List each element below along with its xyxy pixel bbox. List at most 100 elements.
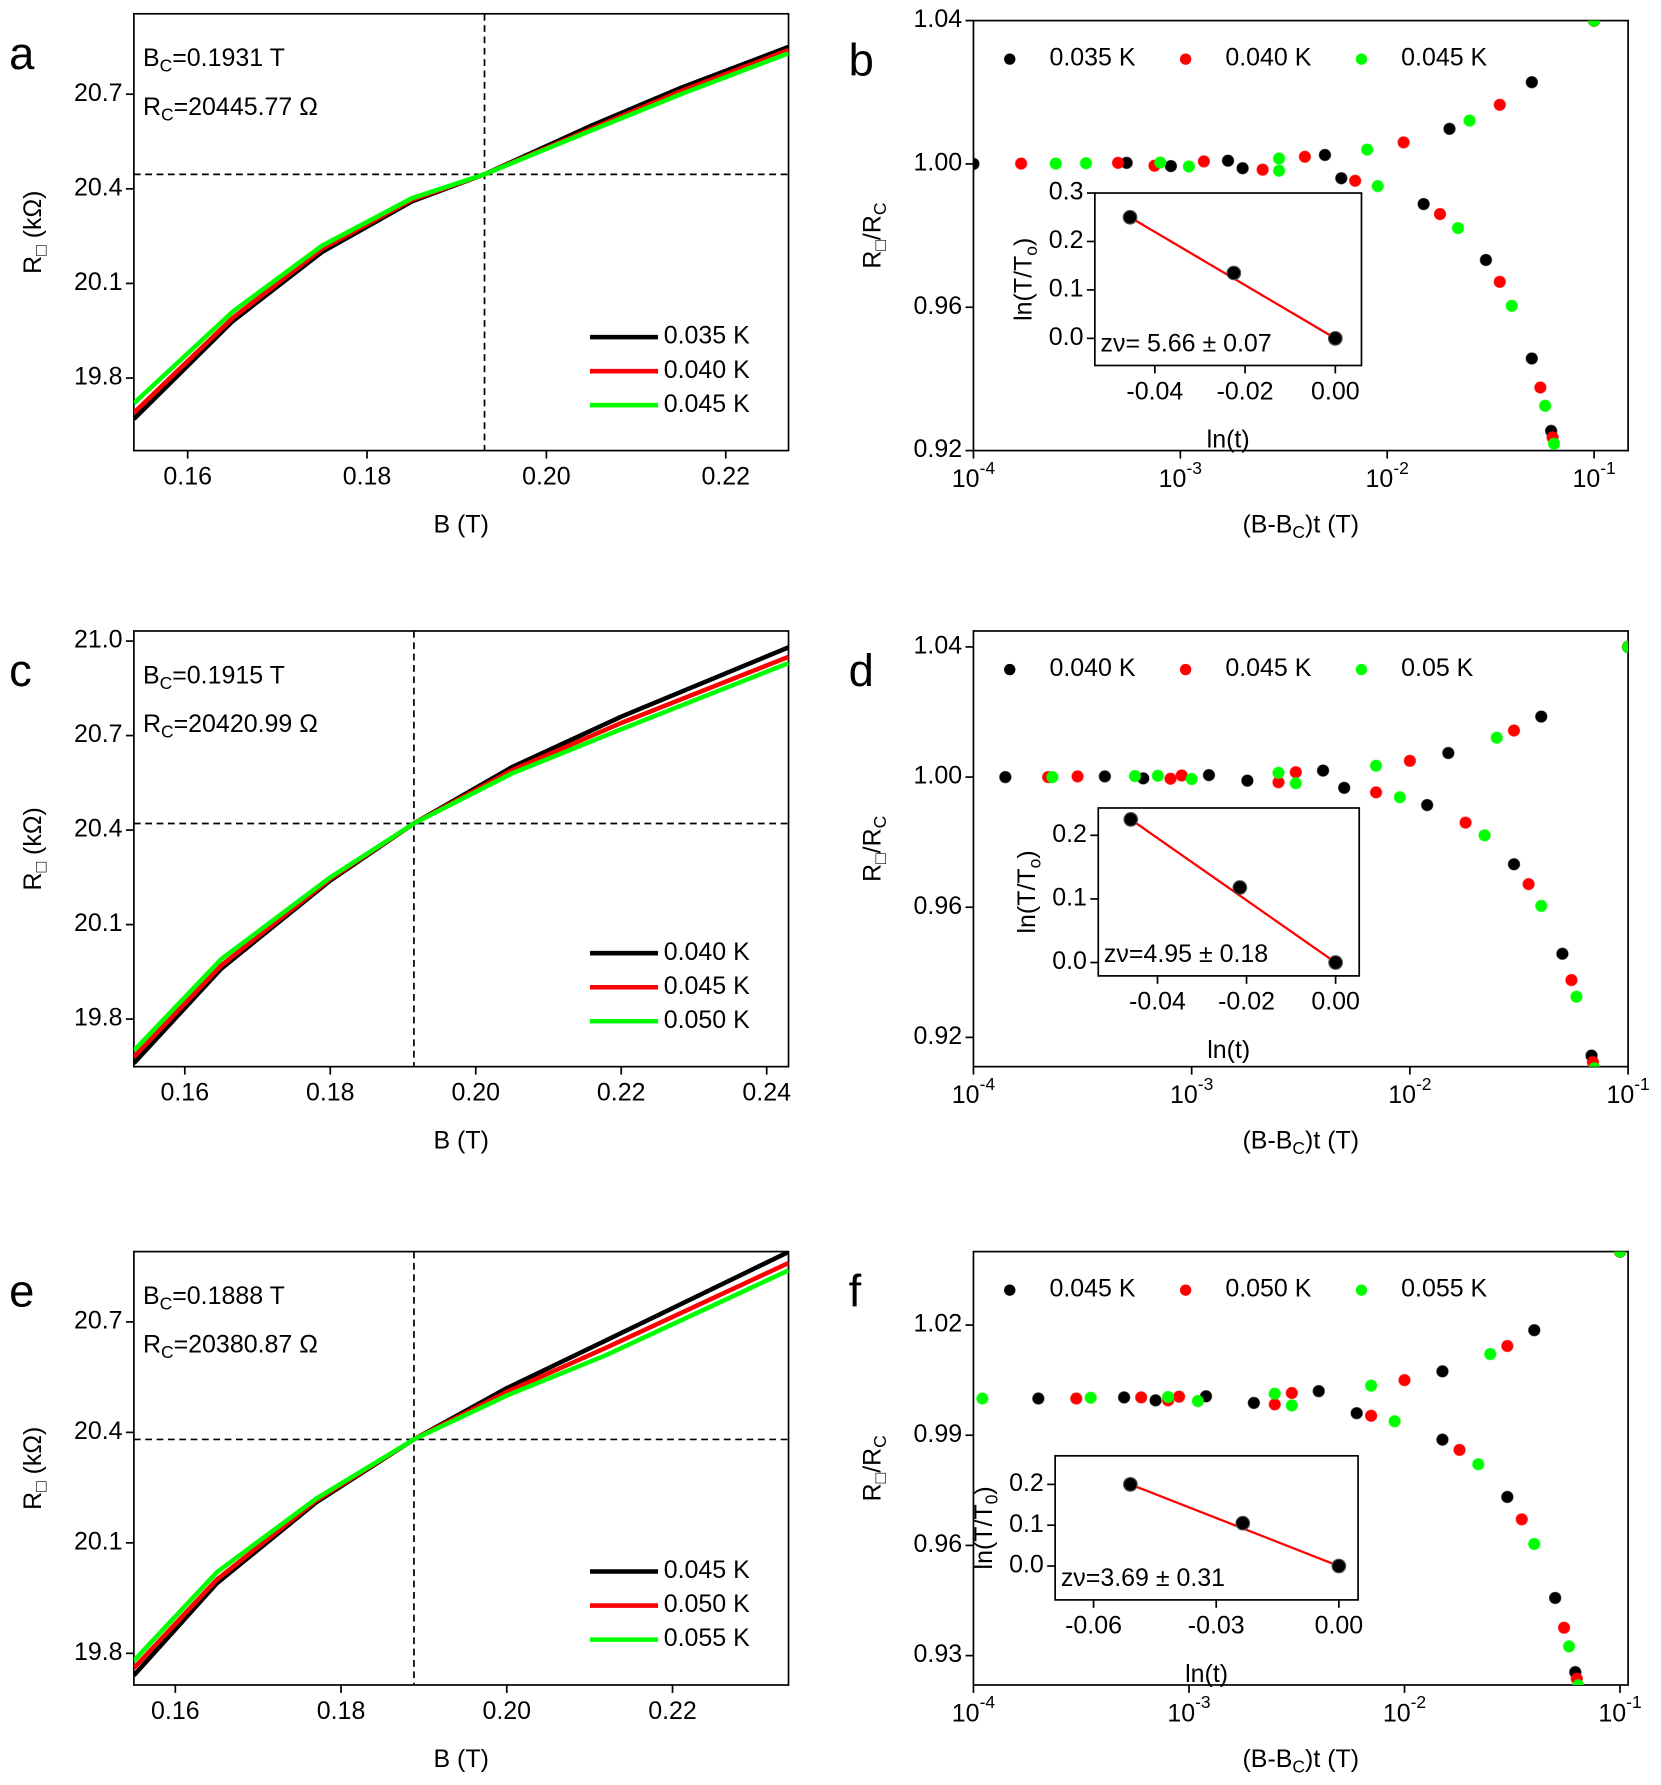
data-point (1221, 154, 1235, 167)
data-point (1236, 161, 1249, 175)
legend-label: 0.040 K (1225, 44, 1311, 72)
x-tick-label: 0.18 (317, 1697, 366, 1725)
y-tick-label: 19.8 (74, 1004, 123, 1032)
data-point (1172, 1390, 1186, 1403)
y-axis-label-part: C (870, 1435, 890, 1448)
inset-point (1122, 209, 1138, 225)
legend-marker (1004, 663, 1016, 676)
x-axis-label: ln(t) (1185, 1659, 1228, 1687)
data-point (1149, 1394, 1162, 1407)
y-tick-label: 20.7 (74, 79, 123, 107)
x-axis-label-part: ln(t) (1207, 1035, 1250, 1063)
y-tick-label: 21.0 (74, 626, 123, 654)
y-axis-label-part: R (858, 251, 886, 269)
plot-content (133, 1251, 789, 1685)
legend-label: 0.035 K (1049, 44, 1135, 72)
data-point (1453, 1443, 1466, 1457)
x-tick-label-part: 10 (1167, 1699, 1195, 1727)
x-tick-label: 10-1 (1598, 1692, 1641, 1727)
x-axis-label-part: (B-B (1242, 510, 1292, 538)
x-tick-label: 10-4 (952, 1074, 996, 1109)
y-axis-label-part: R (19, 1492, 47, 1510)
y-axis-label-part: (kΩ) (19, 191, 47, 246)
plot-content (133, 13, 789, 451)
data-point (1442, 746, 1455, 760)
y-axis-label-part: □ (870, 1472, 890, 1483)
legend-label: 0.045 K (664, 390, 750, 418)
x-tick-label-part: -3 (1195, 1692, 1211, 1712)
data-point (1556, 947, 1569, 960)
x-tick-label: 0.20 (522, 462, 571, 490)
y-axis-label-part: □ (30, 861, 50, 872)
annotation-part: R (143, 1330, 161, 1358)
data-point (1079, 156, 1093, 170)
data-point (1547, 437, 1561, 451)
data-point (1164, 159, 1178, 173)
y-axis-label-part: (kΩ) (19, 807, 47, 862)
y-tick-label: 19.8 (74, 1638, 123, 1666)
x-tick-label: -0.02 (1218, 988, 1275, 1016)
plot-area (1054, 1454, 1359, 1601)
data-point (1369, 786, 1383, 799)
x-axis-label: (B-BC)t (T) (1242, 1126, 1359, 1158)
data-point (1570, 990, 1583, 1003)
data-point (1369, 759, 1383, 772)
legend-label: 0.055 K (664, 1624, 750, 1652)
panel-label: a (9, 28, 35, 79)
y-axis-label: R□/RC (858, 816, 890, 882)
panel-label: b (849, 35, 874, 86)
annotation-part: =0.1915 T (172, 661, 285, 689)
data-point (1134, 1391, 1148, 1404)
y-axis-label-part: R (858, 1483, 886, 1501)
y-axis-label-part: ) (1013, 850, 1041, 858)
data-point (1128, 769, 1142, 783)
x-tick-label-part: -4 (980, 1074, 996, 1094)
data-point (976, 1392, 989, 1405)
legend-label: 0.045 K (1401, 44, 1487, 72)
y-axis-label-part: /R (858, 828, 886, 853)
annotation: BC=0.1888 T (143, 1282, 285, 1314)
y-tick-label: 0.96 (914, 292, 963, 320)
y-axis-label-part: □ (870, 853, 890, 864)
y-axis-label-part: R (19, 872, 47, 890)
legend-label: 0.055 K (1401, 1275, 1487, 1303)
data-point (1417, 197, 1430, 211)
x-tick-label-part: 10 (1159, 465, 1187, 493)
y-tick-label: 20.4 (74, 173, 123, 201)
y-axis-label-part: /R (858, 1448, 886, 1473)
data-point (1587, 20, 1601, 27)
annotation: BC=0.1931 T (143, 44, 285, 76)
y-axis-label-part: C (870, 202, 890, 215)
x-tick-label: 0.16 (163, 462, 212, 490)
y-axis-label-part: (kΩ) (19, 1427, 47, 1482)
x-tick-label: 0.22 (648, 1697, 697, 1725)
data-point (1318, 148, 1332, 162)
data-point (1443, 122, 1456, 136)
x-axis-label: B (T) (433, 1744, 488, 1772)
x-tick-label: 0.16 (151, 1697, 200, 1725)
annotation-part: B (143, 44, 160, 72)
y-tick-label: 20.1 (74, 268, 123, 296)
data-point (1247, 1396, 1261, 1410)
data-point (1505, 299, 1519, 313)
y-tick-label: 1.02 (914, 1310, 963, 1338)
y-axis-label: R□/RC (858, 202, 890, 268)
data-point (1032, 1392, 1045, 1405)
x-tick-label: 10-4 (952, 1692, 996, 1727)
y-axis-label-part: o (1024, 859, 1044, 869)
y-axis-label: R□ (kΩ) (19, 1427, 51, 1510)
data-point (1522, 877, 1535, 891)
y-tick-label: 20.1 (74, 909, 123, 937)
inset-annotation: zν=3.69 ± 0.31 (1061, 1564, 1225, 1592)
inset-point (1328, 955, 1343, 970)
annotation-part: =20380.87 Ω (174, 1330, 318, 1358)
data-point (1202, 768, 1216, 782)
y-tick-label: 20.1 (74, 1527, 123, 1555)
x-tick-label-part: 10 (1598, 1699, 1626, 1727)
data-point (1111, 156, 1125, 170)
annotation-part: R (143, 710, 161, 738)
data-point (1098, 770, 1112, 783)
x-tick-label: 10-3 (1167, 1692, 1210, 1727)
data-point (1436, 1365, 1449, 1378)
x-tick-label-part: -1 (1626, 1692, 1642, 1712)
